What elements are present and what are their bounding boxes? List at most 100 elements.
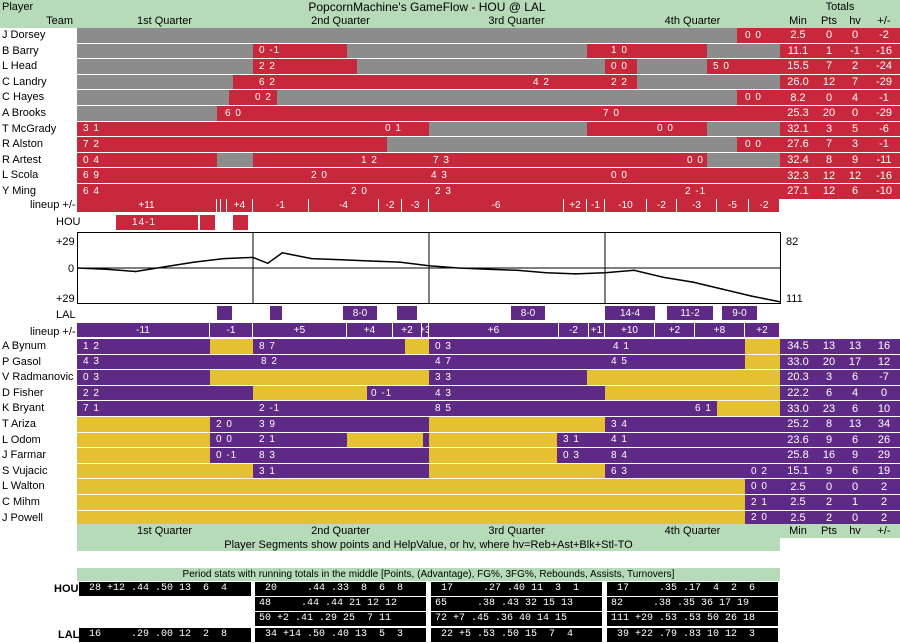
total-pts: 7 bbox=[816, 137, 842, 152]
pts-header: Pts bbox=[821, 15, 837, 27]
period-lal-cell: 16 .29 .00 12 2 8 bbox=[79, 628, 251, 642]
lineup-segment: -2 bbox=[559, 323, 588, 337]
player-segment: 2 3 bbox=[429, 184, 677, 199]
total-pm: 29 bbox=[868, 448, 900, 463]
total-pm: 0 bbox=[868, 385, 900, 401]
total-pm: -24 bbox=[868, 59, 900, 74]
segment-label: 6 1 bbox=[695, 403, 712, 415]
period-running-cell: 82 .38 .35 36 17 19 bbox=[607, 597, 778, 611]
segment-label: 5 0 bbox=[713, 60, 730, 72]
player-segment bbox=[429, 121, 587, 137]
segment-label: 8 5 bbox=[435, 403, 452, 415]
total-pts: 3 bbox=[816, 121, 842, 137]
total-hv: 2 bbox=[842, 59, 868, 74]
total-pm: -1 bbox=[868, 137, 900, 152]
segment-label: 7 0 bbox=[603, 107, 620, 119]
segment-label: 2 -1 bbox=[259, 403, 281, 415]
lineup-segment: +6 bbox=[429, 323, 558, 337]
total-min: 25.3 bbox=[780, 106, 816, 121]
total-pm: -7 bbox=[868, 370, 900, 385]
player-segment bbox=[253, 385, 367, 401]
segment-label: 6 3 bbox=[611, 465, 628, 477]
player-segment bbox=[357, 59, 605, 74]
period-running-cell: 48 .44 .44 21 12 12 bbox=[255, 597, 426, 611]
score-margin-point bbox=[266, 262, 269, 265]
player-segment bbox=[77, 495, 745, 510]
segment-label: 0 0 bbox=[216, 434, 233, 446]
segment-label: 2 0 bbox=[311, 170, 328, 182]
segment-label: 2 1 bbox=[751, 496, 768, 508]
lineup-segment bbox=[217, 198, 220, 212]
total-pm: 19 bbox=[868, 463, 900, 479]
hv-footer: hv bbox=[849, 525, 861, 537]
total-pts: 0 bbox=[816, 479, 842, 494]
period-hou-cell: 28 +12 .44 .50 13 6 4 bbox=[79, 582, 251, 596]
segment-label: 0 2 bbox=[255, 92, 272, 104]
segment-label: 7 1 bbox=[83, 403, 100, 415]
player-name: C Mihm bbox=[2, 496, 40, 508]
player-segment: 4 3 bbox=[429, 385, 605, 401]
q1-footer: 1st Quarter bbox=[136, 525, 193, 537]
player-segment: 0 1 bbox=[361, 121, 429, 137]
segment-label: 0 0 bbox=[751, 481, 768, 493]
total-hv: 9 bbox=[842, 448, 868, 463]
total-min: 2.5 bbox=[780, 479, 816, 494]
player-name: T Ariza bbox=[2, 418, 37, 430]
player-segment bbox=[423, 432, 429, 448]
player-segment: 2 2 bbox=[605, 74, 637, 90]
lineup-segment: +3 bbox=[422, 323, 428, 337]
player-segment: 6 3 bbox=[605, 463, 745, 479]
lineup-segment: +2 bbox=[745, 323, 779, 337]
total-hv: 0 bbox=[842, 510, 868, 526]
lal-run-bar: 9-0 bbox=[722, 306, 757, 320]
total-pts: 13 bbox=[816, 339, 842, 354]
total-pm: 10 bbox=[868, 401, 900, 416]
total-hv: 6 bbox=[842, 401, 868, 416]
total-min: 33.0 bbox=[780, 354, 816, 370]
segment-label: 4 2 bbox=[533, 76, 550, 88]
total-min: 32.3 bbox=[780, 168, 816, 183]
player-segment bbox=[77, 106, 217, 121]
segment-label: 6 4 bbox=[83, 185, 100, 197]
player-name: V Radmanovic bbox=[2, 371, 74, 384]
player-segment bbox=[387, 137, 429, 152]
total-hv: 5 bbox=[842, 121, 868, 137]
player-segment: 3 3 bbox=[429, 370, 587, 385]
total-pts: 0 bbox=[816, 28, 842, 43]
total-pts: 1 bbox=[816, 43, 842, 59]
player-name: B Barry bbox=[2, 44, 39, 57]
total-hv: 6 bbox=[842, 432, 868, 448]
player-name: P Gasol bbox=[2, 355, 41, 368]
total-pm: -29 bbox=[868, 106, 900, 121]
score-margin-point bbox=[281, 251, 284, 254]
segment-label: 4 7 bbox=[435, 356, 452, 368]
total-min: 2.5 bbox=[780, 28, 816, 43]
player-segment: 0 0 bbox=[737, 90, 780, 105]
total-hv: -1 bbox=[842, 43, 868, 59]
total-min: 2.5 bbox=[780, 510, 816, 526]
total-hv: 4 bbox=[842, 385, 868, 401]
player-segment: 0 -1 bbox=[210, 448, 253, 463]
score-margin-point bbox=[193, 261, 196, 263]
total-hv: 17 bbox=[842, 354, 868, 370]
total-hv: 0 bbox=[842, 106, 868, 121]
lineup-segment: -5 bbox=[717, 198, 748, 212]
total-pts: 8 bbox=[816, 417, 842, 432]
player-segment: 0 3 bbox=[429, 339, 557, 354]
player-name: J Dorsey bbox=[2, 29, 46, 41]
segment-label: 1 0 bbox=[611, 45, 628, 57]
player-segment bbox=[347, 432, 423, 448]
total-pts: 9 bbox=[816, 463, 842, 479]
player-segment: 3 1 bbox=[253, 463, 429, 479]
player-segment: 4 3 bbox=[77, 354, 253, 370]
total-pm: -2 bbox=[868, 28, 900, 43]
segment-label: 1 2 bbox=[361, 154, 378, 166]
player-name: T McGrady bbox=[2, 122, 57, 135]
total-pts: 0 bbox=[816, 90, 842, 105]
bottom-quarter-row bbox=[77, 524, 900, 538]
segment-label: 4 5 bbox=[611, 356, 628, 368]
score-margin-point bbox=[604, 271, 606, 274]
lal-run-bar: 8-0 bbox=[511, 306, 545, 320]
lineup-segment: -1 bbox=[253, 198, 308, 212]
hou-run-bar bbox=[200, 215, 215, 230]
